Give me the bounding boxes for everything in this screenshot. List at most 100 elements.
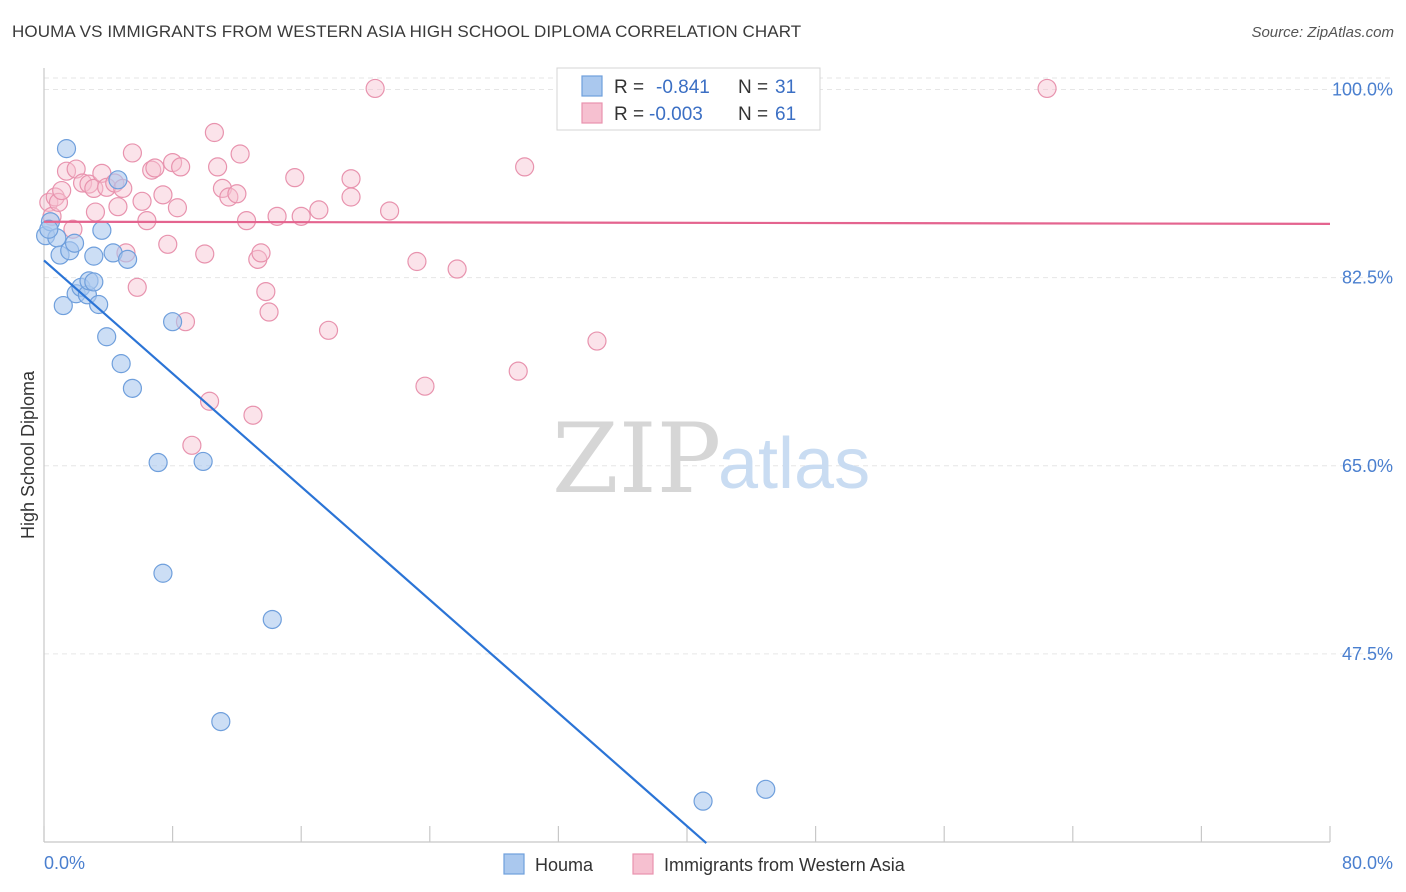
- legend-n-value-immigrants: 61: [775, 104, 796, 125]
- immigrants-point: [127, 277, 147, 297]
- immigrants-point: [132, 191, 152, 211]
- immigrants-point: [380, 201, 400, 221]
- houma-point: [117, 249, 138, 269]
- trend-line-houma: [43, 259, 708, 844]
- bottom-legend: Houma Immigrants from Western Asia: [503, 853, 906, 875]
- immigrants-point: [256, 282, 276, 302]
- immigrants-point: [48, 192, 69, 212]
- watermark-zip: ZIP: [552, 403, 721, 515]
- immigrants-point: [230, 144, 250, 164]
- immigrants-point: [407, 251, 427, 272]
- immigrants-point: [208, 157, 228, 177]
- houma-point: [148, 452, 168, 473]
- trend-line-immigrants: [43, 220, 1331, 225]
- houma-point: [108, 170, 128, 190]
- immigrants-point: [108, 197, 128, 217]
- legend-r-value-houma: -0.841: [656, 77, 710, 98]
- legend-swatch-houma: [581, 75, 603, 97]
- series-immigrants-western-asia: [39, 78, 1057, 455]
- immigrants-point: [153, 185, 173, 205]
- legend-n-value-houma: 31: [775, 77, 796, 98]
- immigrants-point: [243, 405, 263, 425]
- houma-point: [89, 294, 109, 315]
- series-houma: [36, 139, 776, 811]
- houma-point: [53, 295, 73, 316]
- immigrants-point: [52, 180, 72, 201]
- houma-point: [64, 233, 85, 253]
- y-axis-title: High School Diploma: [18, 370, 38, 539]
- houma-point: [193, 451, 213, 472]
- immigrants-point: [236, 211, 257, 231]
- immigrants-point: [142, 160, 162, 180]
- legend-swatch-immigrants: [581, 102, 603, 124]
- immigrants-point: [267, 206, 287, 226]
- immigrants-point: [318, 320, 339, 340]
- trend-lines: [43, 220, 1331, 844]
- y-tick-label: 47.5%: [1342, 644, 1393, 664]
- chart-title: HOUMA VS IMMIGRANTS FROM WESTERN ASIA HI…: [12, 22, 802, 41]
- houma-point: [163, 312, 183, 332]
- immigrants-point: [195, 244, 215, 264]
- houma-point: [84, 272, 104, 292]
- x-tick-label-min: 0.0%: [44, 853, 85, 873]
- immigrants-point: [158, 234, 178, 254]
- immigrants-point: [251, 243, 271, 263]
- x-tick-label-max: 80.0%: [1342, 853, 1393, 873]
- immigrants-point: [365, 78, 385, 99]
- immigrants-point: [137, 211, 157, 231]
- houma-point: [111, 354, 131, 374]
- houma-point: [211, 711, 231, 732]
- immigrants-point: [182, 435, 202, 455]
- houma-point: [84, 246, 104, 266]
- immigrants-point: [291, 206, 311, 226]
- y-tick-label: 65.0%: [1342, 456, 1393, 476]
- watermark-atlas: atlas: [718, 424, 870, 504]
- immigrants-point: [167, 198, 188, 218]
- immigrants-point: [285, 168, 305, 188]
- houma-point: [153, 563, 173, 583]
- x-ticks: [43, 826, 1331, 842]
- stats-legend: R = -0.841 N = 31 R = -0.003 N = 61: [556, 67, 821, 131]
- bottom-legend-swatch-houma: [503, 853, 525, 875]
- legend-r-value-immigrants: -0.003: [649, 104, 703, 125]
- immigrants-point: [341, 187, 361, 207]
- y-tick-labels: 100.0% 82.5% 65.0% 47.5%: [1332, 80, 1393, 664]
- bottom-legend-swatch-immigrants: [632, 853, 654, 875]
- houma-point: [756, 779, 776, 799]
- immigrants-point: [72, 173, 93, 193]
- immigrants-point: [447, 259, 467, 279]
- source-label: Source: ZipAtlas.com: [1251, 24, 1394, 41]
- houma-point: [92, 220, 112, 240]
- houma-point: [39, 219, 59, 239]
- legend-r-label-houma: R =: [614, 77, 644, 98]
- bottom-legend-label-immigrants: Immigrants from Western Asia: [664, 855, 906, 875]
- immigrants-point: [508, 361, 528, 381]
- immigrants-point: [199, 391, 220, 411]
- houma-point: [693, 791, 713, 811]
- houma-point: [122, 378, 143, 398]
- immigrants-point: [204, 122, 224, 143]
- immigrants-point: [587, 331, 607, 351]
- immigrants-point: [1037, 78, 1057, 99]
- y-tick-label: 82.5%: [1342, 268, 1393, 288]
- immigrants-point: [515, 157, 535, 177]
- immigrants-point: [171, 157, 191, 177]
- houma-point: [97, 327, 117, 347]
- immigrants-point: [227, 184, 247, 204]
- immigrants-point: [145, 158, 165, 178]
- legend-r-label-immigrants: R =: [614, 104, 644, 125]
- immigrants-point: [66, 159, 86, 179]
- immigrants-point: [415, 376, 435, 396]
- immigrants-point: [85, 202, 106, 222]
- immigrants-point: [341, 169, 361, 189]
- immigrants-point: [259, 302, 279, 322]
- houma-point: [262, 609, 282, 630]
- houma-point: [56, 139, 77, 159]
- bottom-legend-label-houma: Houma: [535, 855, 594, 875]
- immigrants-point: [309, 200, 329, 220]
- legend-n-label-immigrants: N =: [738, 104, 768, 125]
- y-tick-label: 100.0%: [1332, 80, 1393, 100]
- grid-lines: [44, 77, 1394, 655]
- immigrants-point: [122, 143, 143, 163]
